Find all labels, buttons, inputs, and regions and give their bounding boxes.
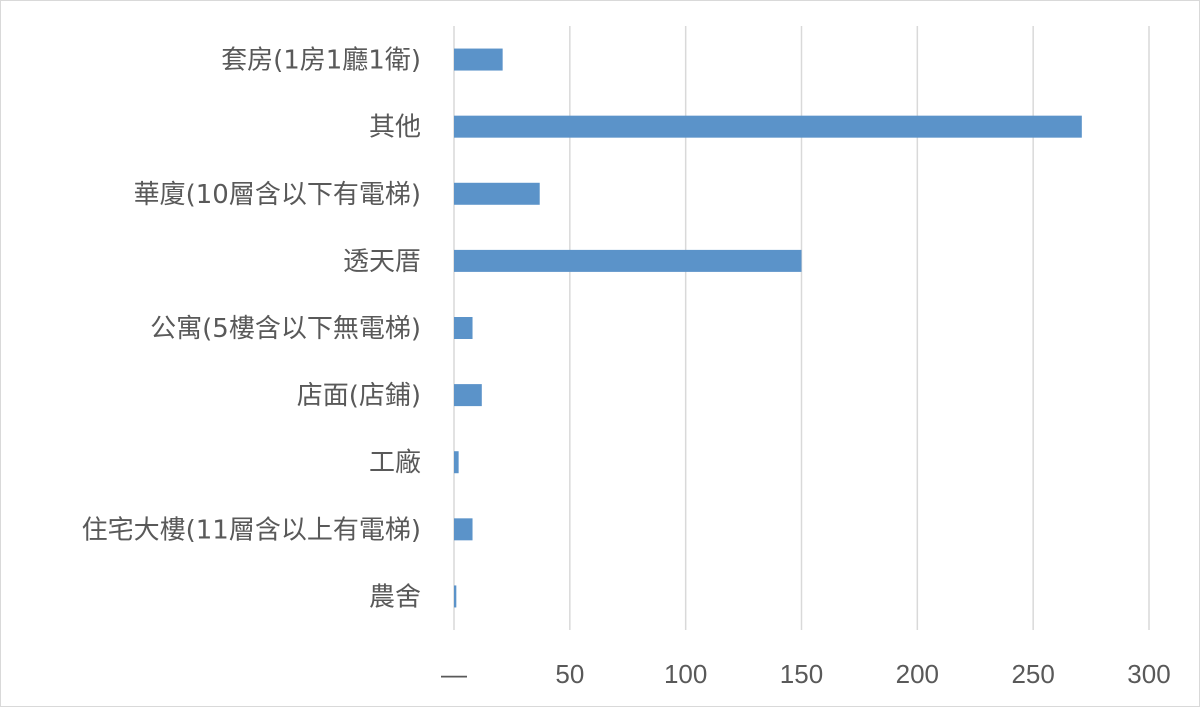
category-label: 店面(店鋪) <box>297 381 421 411</box>
x-tick-label: 250 <box>1011 659 1054 689</box>
bar <box>454 249 802 272</box>
bar <box>454 451 459 474</box>
x-tick-label: 300 <box>1127 659 1170 689</box>
bar <box>454 317 473 339</box>
bar <box>454 384 482 407</box>
category-label: 其他 <box>369 113 421 143</box>
x-tick-label: 150 <box>780 659 823 689</box>
category-label: 公寓(5樓含以下無電梯) <box>150 314 421 344</box>
bar <box>454 518 473 541</box>
category-label: 住宅大樓(11層含以上有電梯) <box>82 515 421 545</box>
x-tick-labels: — 50 100 150 200 250 300 <box>441 659 1171 689</box>
category-label: 華廈(10層含以下有電梯) <box>134 180 421 210</box>
x-tick-label: — <box>441 659 467 689</box>
bar <box>454 48 503 71</box>
category-label: 工廠 <box>369 448 421 478</box>
category-label: 農舍 <box>369 582 421 612</box>
x-tick-label: 200 <box>896 659 939 689</box>
x-tick-label: 100 <box>664 659 707 689</box>
x-tick-label: 50 <box>555 659 584 689</box>
bars <box>454 48 1082 608</box>
bar <box>454 115 1082 138</box>
category-label: 套房(1房1廳1衛) <box>221 46 421 76</box>
category-label: 透天厝 <box>343 247 421 277</box>
bar <box>454 585 457 608</box>
bar <box>454 182 540 205</box>
